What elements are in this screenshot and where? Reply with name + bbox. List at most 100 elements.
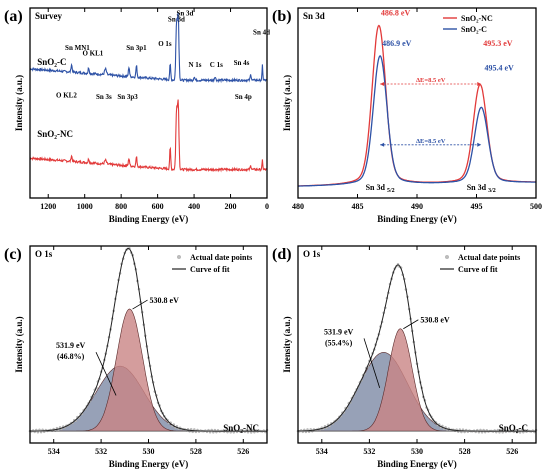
legend-entry: Actual date points <box>458 253 520 262</box>
peak-annotation: Sn 3d <box>168 15 185 23</box>
series-line <box>29 99 268 173</box>
x-tick-label: 1000 <box>77 202 93 211</box>
arrow-head <box>477 142 482 147</box>
plot-frame <box>297 245 537 444</box>
panel-title: Survey <box>35 11 63 21</box>
x-tick-label: 500 <box>530 202 542 211</box>
panel-label: (a) <box>4 8 23 25</box>
legend-entry: Curve of fit <box>458 265 498 274</box>
x-tick-label: 490 <box>411 202 423 211</box>
panel-label: (d) <box>272 246 292 263</box>
x-tick-label: 200 <box>225 202 237 211</box>
panel-title: Sn 3d <box>303 11 325 21</box>
peak-annotation: Sn 3d <box>176 10 193 18</box>
x-tick-label: 485 <box>352 202 364 211</box>
x-tick-label: 530 <box>411 447 423 456</box>
component-label: 530.8 eV <box>420 316 450 325</box>
x-tick-label: 530 <box>143 447 155 456</box>
delta-label: ΔE=8.5 eV <box>416 138 446 145</box>
peak-annotation: O KL1 <box>82 50 103 58</box>
label-leader <box>95 352 117 396</box>
panel-title: O 1s <box>303 249 321 259</box>
x-tick-label: 0 <box>265 202 269 211</box>
x-tick-label: 480 <box>292 202 304 211</box>
peak-annotation: C 1s <box>210 61 223 69</box>
x-tick-label: 532 <box>363 447 375 456</box>
plot-frame <box>29 7 268 199</box>
component-label: 530.8 eV <box>150 296 180 305</box>
component-label: 531.9 eV <box>324 327 354 336</box>
x-tick-label: 526 <box>237 447 249 456</box>
legend-entry: SnO₂-C <box>461 25 487 34</box>
sample-label: SnO₂-NC <box>223 423 259 433</box>
panel-title: O 1s <box>35 249 53 259</box>
plot-frame <box>29 245 268 444</box>
x-tick-label: 528 <box>190 447 202 456</box>
peak-annotation: O 1s <box>158 40 172 48</box>
series-line <box>29 12 268 84</box>
y-axis-label: Intensity (a.u.) <box>282 75 292 131</box>
panel-d: (d) O 1s 534 532 530 528 526 Binding Energy (eV… <box>272 245 538 469</box>
peak-annotation: Sn 4p <box>235 93 252 101</box>
series-label: SnO₂-NC <box>37 129 73 139</box>
y-axis-label: Intensity (a.u.) <box>14 75 24 131</box>
x-tick-label: 495 <box>471 202 483 211</box>
legend-entry: Actual date points <box>190 253 252 262</box>
peak-annotation: Sn 3p1 <box>126 44 147 52</box>
x-tick-label: 534 <box>316 447 328 456</box>
x-axis-label: Binding Energy (eV) <box>377 214 457 224</box>
x-tick-label: 528 <box>459 447 471 456</box>
legend-point-swatch <box>445 255 449 259</box>
panel-b: (b) Sn 3d 480 485 490 495 500 Binding Energy (e… <box>272 7 542 224</box>
peak-label: 486.9 eV <box>382 39 412 48</box>
orbital-label: Sn 3d 3/2 <box>467 183 496 194</box>
peak-annotation: Sn 3p3 <box>117 93 138 101</box>
legend-entry: Curve of fit <box>190 265 230 274</box>
label-leader <box>403 319 419 330</box>
x-tick-label: 1200 <box>40 202 56 211</box>
series-line <box>298 24 536 187</box>
delta-label: ΔE=8.5 eV <box>416 77 446 84</box>
peak-annotation: Sn MN1 <box>65 44 90 52</box>
component-label: 531.9 eV <box>56 341 86 350</box>
peak-annotation: O KL2 <box>56 91 77 99</box>
plot-frame <box>297 7 537 199</box>
peak-label: 495.3 eV <box>483 39 513 48</box>
arrow-head <box>380 82 385 86</box>
x-axis-label: Binding Energy (eV) <box>109 459 189 469</box>
peak-annotation: Sn 4d <box>253 29 270 37</box>
component-percent: (46.8%) <box>57 352 85 361</box>
panel-label: (b) <box>272 8 292 25</box>
label-leader <box>132 299 148 310</box>
x-axis-label: Binding Energy (eV) <box>377 459 457 469</box>
x-tick-label: 534 <box>48 447 60 456</box>
legend-entry: SnO₂-NC <box>461 14 493 23</box>
peak-annotation: Sn 3s <box>96 93 112 101</box>
y-axis-label: Intensity (a.u.) <box>14 316 24 372</box>
peak-annotation: Sn 4s <box>234 59 250 67</box>
arrow-head <box>380 142 385 147</box>
x-tick-label: 600 <box>152 202 164 211</box>
peak-label: 486.8 eV <box>381 9 411 18</box>
x-axis-label: Binding Energy (eV) <box>109 214 189 224</box>
component-percent: (55.4%) <box>325 338 353 347</box>
legend-point-swatch <box>177 255 181 259</box>
x-tick-label: 532 <box>95 447 107 456</box>
panel-c: (c) O 1s 534 532 530 528 526 Binding Energy (eV… <box>4 245 269 469</box>
peak-label: 495.4 eV <box>484 64 514 73</box>
series-line <box>298 55 536 187</box>
panel-a: (a) Survey 1200 1000 800 600 400 200 0 Binding En… <box>4 7 270 224</box>
arrow-head <box>477 82 482 86</box>
x-tick-label: 400 <box>188 202 200 211</box>
y-axis-label: Intensity (a.u.) <box>282 316 292 372</box>
label-leader <box>363 338 381 388</box>
x-tick-label: 800 <box>115 202 127 211</box>
orbital-label: Sn 3d 5/2 <box>366 183 395 194</box>
panel-label: (c) <box>4 246 22 263</box>
peak-annotation: N 1s <box>188 61 201 69</box>
sample-label: SnO₂-C <box>499 423 528 433</box>
series-label: SnO₂-C <box>37 57 66 67</box>
x-tick-label: 526 <box>506 447 518 456</box>
component-area <box>30 308 267 432</box>
